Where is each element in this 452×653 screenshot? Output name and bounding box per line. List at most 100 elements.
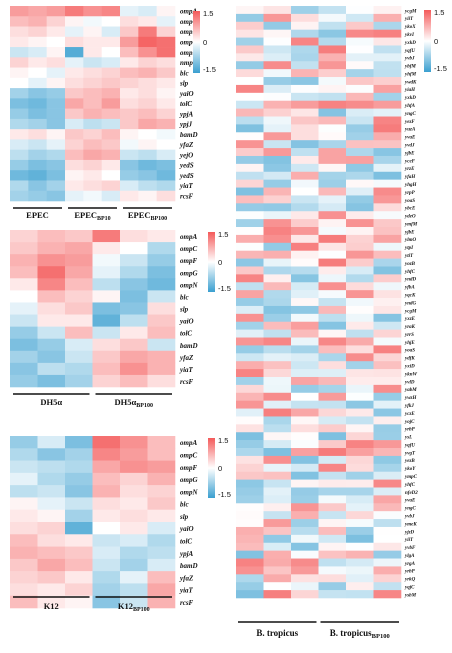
heatmap-cell xyxy=(291,534,319,544)
heatmap-cell xyxy=(46,108,66,120)
heatmap-cell xyxy=(346,100,374,109)
heatmap-cell xyxy=(318,305,347,315)
heatmap-cell xyxy=(46,26,66,38)
heatmap-cell xyxy=(120,302,148,315)
heatmap-cell xyxy=(65,534,93,547)
heatmap-cell xyxy=(291,187,319,196)
heatmap-cell xyxy=(373,353,402,362)
heatmap-cell xyxy=(263,495,292,504)
heatmap-cell xyxy=(236,384,264,394)
heatmap-cell xyxy=(346,526,374,536)
gene-label: ycgM xyxy=(404,309,417,314)
gene-label: yczE xyxy=(404,412,415,417)
group-label-sub: BP100 xyxy=(133,607,150,613)
heatmap-cell xyxy=(291,266,319,275)
gene-label: ydeO xyxy=(404,215,416,220)
gene-label: ompC xyxy=(180,452,197,460)
heatmap-cell xyxy=(101,67,121,79)
gene-label: bamD xyxy=(180,562,198,570)
gene-label: ylmO xyxy=(404,238,416,243)
gene-label: ypjJ xyxy=(179,121,193,129)
heatmap-cell xyxy=(263,440,292,449)
group-label: B. tropicus xyxy=(256,628,298,638)
heatmap-cell xyxy=(120,230,148,243)
heatmap-cell xyxy=(147,302,176,315)
heatmap-cell xyxy=(263,258,292,267)
heatmap-cell xyxy=(373,313,402,323)
heatmap-cell xyxy=(318,503,347,512)
heatmap-cell xyxy=(138,16,157,27)
heatmap-cell xyxy=(346,298,374,307)
heatmap-cell xyxy=(346,384,374,394)
heatmap-cell xyxy=(373,140,402,149)
heatmap-cell xyxy=(65,448,93,461)
heatmap-cell xyxy=(10,6,29,17)
group-label: K12 xyxy=(44,601,59,611)
heatmap-cell xyxy=(10,436,38,449)
heatmap-cell xyxy=(263,566,292,575)
heatmap-cell xyxy=(318,282,347,291)
heatmap-cell xyxy=(156,108,176,120)
colorbar xyxy=(424,10,431,72)
gene-label: slp xyxy=(179,80,189,88)
heatmap-cell xyxy=(65,230,93,243)
heatmap-cell xyxy=(65,98,84,109)
heatmap-cell xyxy=(156,67,176,79)
heatmap-cell xyxy=(318,566,347,575)
heatmap-cell xyxy=(236,424,264,433)
colorbar-tick-label: -1.5 xyxy=(218,284,231,293)
group-label-name: EPEC xyxy=(26,210,49,220)
heatmap-cell xyxy=(65,88,84,99)
heatmap-cell xyxy=(236,590,264,599)
group-label-sub: BP100 xyxy=(372,633,390,640)
heatmap-cell xyxy=(147,460,176,474)
heatmap-cell xyxy=(236,108,264,117)
heatmap-cell xyxy=(318,550,347,559)
heatmap-cell xyxy=(10,326,38,339)
heatmap-cell xyxy=(92,266,121,279)
heatmap-cell xyxy=(10,302,38,315)
heatmap-cell xyxy=(346,21,374,30)
heatmap-cell xyxy=(236,187,264,196)
heatmap-cell xyxy=(291,124,319,133)
heatmap-cell xyxy=(263,313,292,323)
heatmap-cell xyxy=(346,61,374,70)
heatmap-cell xyxy=(373,227,402,236)
heatmap-cell xyxy=(291,550,319,559)
heatmap-cell xyxy=(46,118,66,130)
heatmap-cell xyxy=(65,326,93,339)
gene-label: yiiT xyxy=(404,538,414,543)
gene-label: yedS xyxy=(179,172,194,180)
heatmap-cell xyxy=(373,187,402,196)
heatmap-cell xyxy=(10,139,29,150)
heatmap-cell xyxy=(236,440,264,449)
heatmap-cell xyxy=(346,282,374,291)
heatmap-cell xyxy=(10,558,38,572)
heatmap-cell xyxy=(318,361,347,370)
colorbar-tick-label: 0 xyxy=(218,258,222,267)
heatmap-cell xyxy=(147,314,176,327)
heatmap-cell xyxy=(101,170,121,181)
heatmap-cell xyxy=(373,534,402,544)
heatmap-cell xyxy=(156,129,176,140)
heatmap-cell xyxy=(291,408,319,417)
heatmap-cell xyxy=(236,408,264,417)
heatmap-cell xyxy=(92,314,121,327)
heatmap-cell xyxy=(37,362,66,376)
heatmap-cell xyxy=(37,485,66,498)
heatmap-cell xyxy=(263,132,292,141)
heatmap-cell xyxy=(263,487,292,496)
heatmap-cell xyxy=(28,190,47,202)
heatmap-cell xyxy=(10,57,29,68)
heatmap-cell xyxy=(318,495,347,504)
heatmap-cell xyxy=(138,26,157,38)
heatmap-cell xyxy=(10,254,38,267)
heatmap-cell xyxy=(92,230,121,243)
heatmap-cell xyxy=(318,432,347,441)
heatmap-cell xyxy=(291,195,319,204)
group-label: EPECBP10 xyxy=(74,210,110,222)
heatmap-cell xyxy=(263,179,292,188)
heatmap-cell xyxy=(156,118,176,130)
heatmap-cell xyxy=(263,345,292,354)
heatmap-cell xyxy=(318,29,347,38)
